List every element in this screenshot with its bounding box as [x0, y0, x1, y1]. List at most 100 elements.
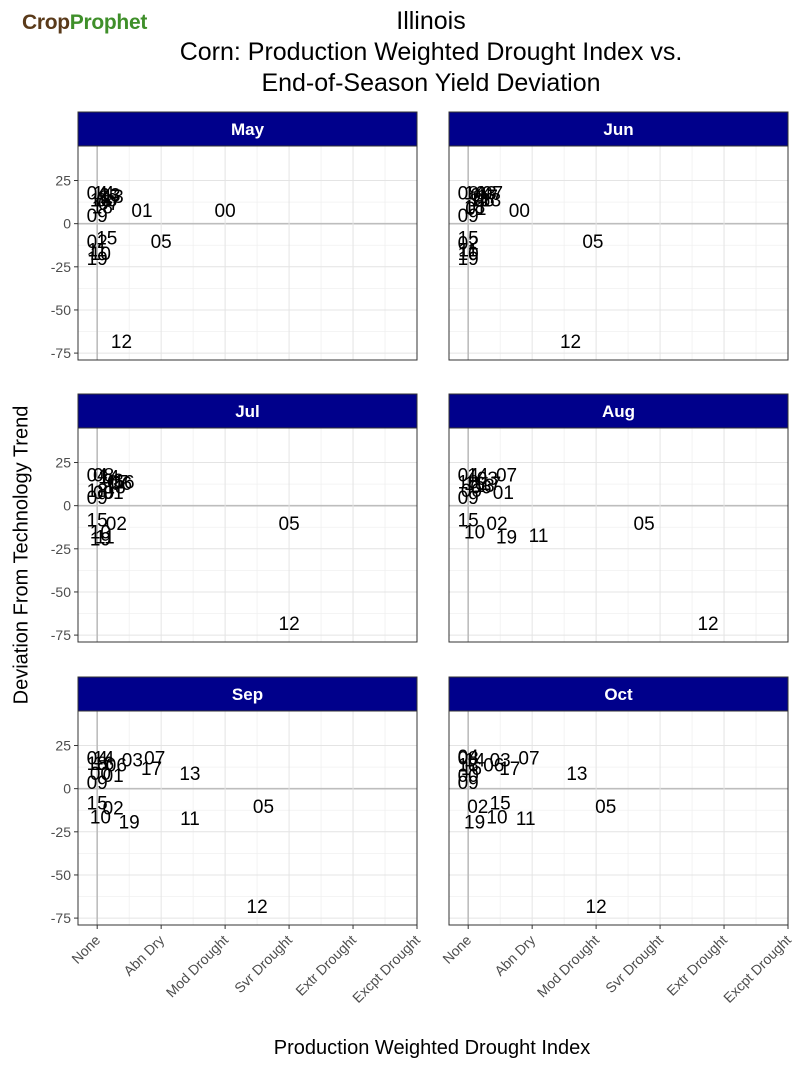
data-point-label: 00 — [90, 764, 111, 785]
data-point-label: 00 — [93, 483, 114, 504]
data-point-label: 14 — [98, 467, 120, 488]
facet-strip-label: Jun — [603, 120, 633, 139]
data-point-label: 07 — [144, 749, 165, 770]
data-point-label: 09 — [458, 773, 479, 794]
data-point-label: 07 — [107, 473, 128, 494]
data-point-label: 05 — [595, 797, 616, 818]
data-point-label: 17 — [499, 759, 520, 780]
facet-strip-label: May — [231, 120, 265, 139]
data-point-label: 05 — [634, 514, 655, 535]
data-point-label: 01 — [103, 483, 124, 504]
data-point-label: 13 — [103, 187, 124, 208]
data-point-label: 15 — [490, 793, 511, 814]
chart-title-line-3: End-of-Season Yield Deviation — [261, 69, 601, 97]
y-tick-label: 0 — [63, 781, 71, 797]
data-point-label: 12 — [111, 332, 132, 353]
data-point-label: 06 — [483, 756, 504, 777]
data-point-label: 18 — [458, 473, 479, 494]
x-tick-label: Abn Dry — [120, 932, 167, 979]
data-point-label: 16 — [464, 474, 485, 495]
data-point-label: 11 — [87, 241, 107, 262]
data-point-label: 14 — [464, 184, 486, 205]
data-point-label: 04 — [470, 185, 492, 206]
data-point-label: 15 — [87, 793, 108, 814]
x-tick-label: Extr Drought — [663, 932, 730, 999]
x-tick-label: Excpt Drought — [720, 932, 794, 1006]
panel-background — [449, 146, 788, 360]
data-point-label: 06 — [474, 191, 495, 212]
x-tick-label: Excpt Drought — [349, 932, 423, 1006]
data-point-label: 10 — [90, 807, 111, 828]
data-point-label: 16 — [461, 759, 482, 780]
x-tick-label: Extr Drought — [292, 932, 359, 999]
data-point-label: 06 — [96, 191, 117, 212]
data-point-label: 06 — [470, 478, 491, 499]
x-tick-label: Svr Drought — [231, 932, 295, 996]
data-point-label: 00 — [509, 201, 530, 222]
panel-border — [77, 710, 418, 926]
data-point-label: 13 — [474, 476, 495, 497]
data-point-label: 13 — [179, 764, 200, 785]
data-point-label: 11 — [95, 528, 115, 549]
data-point-label: 19 — [464, 812, 485, 833]
data-point-label: 07 — [518, 749, 539, 770]
y-tick-label: -50 — [51, 867, 71, 883]
logo-part-crop: Crop — [22, 11, 70, 34]
x-tick-label: Abn Dry — [491, 932, 538, 979]
y-tick-label: -75 — [51, 910, 71, 926]
data-point-label: 04 — [87, 749, 109, 770]
data-point-label: 04 — [458, 747, 480, 768]
data-point-label: 09 — [87, 488, 108, 509]
data-point-label: 08 — [458, 184, 479, 205]
data-point-label: 10 — [486, 807, 507, 828]
data-point-label: 03 — [490, 750, 511, 771]
data-point-label: 09 — [87, 773, 108, 794]
data-point-label: 01 — [493, 483, 514, 504]
data-point-label: 06 — [111, 474, 132, 495]
data-point-label: 01 — [465, 199, 486, 220]
data-point-label: 17 — [141, 759, 162, 780]
data-point-label: 03 — [476, 184, 497, 205]
data-point-label: 07 — [496, 466, 517, 487]
data-point-label: 19 — [87, 249, 108, 270]
data-point-label: 09 — [458, 206, 479, 227]
x-tick-label: None — [68, 932, 103, 967]
data-point-label: 02 — [106, 514, 127, 535]
data-point-label: 02 — [87, 232, 108, 253]
data-point-label: 00 — [461, 481, 482, 502]
y-tick-label: -25 — [51, 541, 71, 557]
chart-title-line-2: Corn: Production Weighted Drought Index … — [179, 38, 683, 66]
x-tick-label: Mod Drought — [163, 932, 232, 1001]
data-point-label: 05 — [253, 797, 274, 818]
x-tick-label: Svr Drought — [602, 932, 666, 996]
data-point-label: 08 — [458, 749, 479, 770]
data-point-label: 15 — [458, 228, 479, 249]
chart-title: Illinois Corn: Production Weighted Droug… — [0, 6, 800, 99]
data-point-label: 00 — [215, 201, 236, 222]
panel-border — [448, 427, 789, 643]
data-point-label: 13 — [566, 764, 587, 785]
data-point-label: 19 — [458, 249, 479, 270]
data-point-label: 11 — [458, 241, 478, 262]
y-tick-label: -50 — [51, 584, 71, 600]
x-axis-label: Production Weighted Drought Index — [273, 1037, 591, 1059]
data-point-label: 01 — [131, 201, 152, 222]
data-point-label: 18 — [464, 197, 485, 218]
panel-border — [77, 145, 418, 361]
data-point-label: 02 — [458, 234, 479, 255]
data-point-label: 17 — [477, 187, 498, 208]
data-point-label: 03 — [477, 469, 498, 490]
data-point-label: 08 — [93, 466, 114, 487]
panel-border — [448, 710, 789, 926]
y-tick-label: 0 — [63, 216, 71, 232]
data-point-label: 05 — [582, 232, 603, 253]
panel-background — [78, 428, 417, 642]
facet-strip-label: Sep — [232, 685, 263, 704]
data-point-label: 00 — [458, 766, 479, 787]
y-tick-label: -75 — [51, 627, 71, 643]
data-point-label: 13 — [105, 478, 126, 499]
